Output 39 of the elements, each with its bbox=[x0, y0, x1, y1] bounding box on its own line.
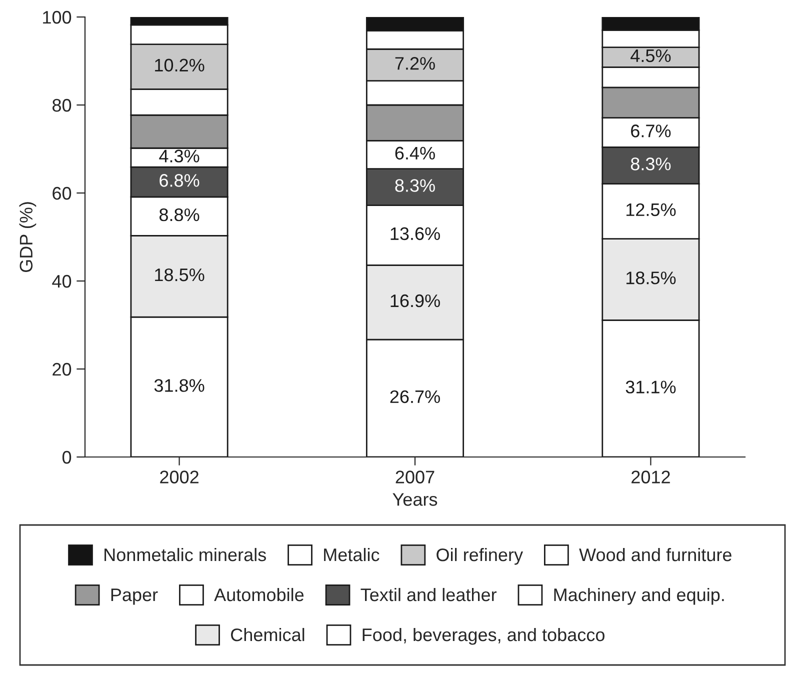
y-tick-label: 40 bbox=[52, 274, 72, 288]
data-label: 31.1% bbox=[626, 380, 676, 394]
legend-label: Wood and furniture bbox=[579, 548, 732, 562]
data-label: 4.3% bbox=[159, 150, 200, 162]
x-axis-title: Years bbox=[392, 493, 438, 506]
legend-label: Chemical bbox=[231, 628, 304, 642]
data-label: 10.2% bbox=[155, 58, 204, 72]
y-tick-label: 20 bbox=[52, 362, 72, 376]
y-tick-label: 60 bbox=[52, 186, 72, 200]
data-label: 8.3% bbox=[630, 158, 671, 170]
data-label: 7.2% bbox=[395, 57, 435, 70]
legend-label: Nonmetalic minerals bbox=[104, 548, 266, 562]
data-label: 6.4% bbox=[395, 146, 435, 160]
data-label: 8.3% bbox=[395, 179, 435, 192]
legend-label: Textil and leather bbox=[360, 588, 497, 602]
data-label: 12.5% bbox=[626, 203, 676, 216]
data-label: 6.7% bbox=[631, 124, 671, 138]
data-label: 4.5% bbox=[630, 49, 671, 62]
y-axis-title: GDP (%) bbox=[19, 202, 36, 272]
x-tick-label: 2007 bbox=[396, 470, 434, 484]
y-tick-label: 80 bbox=[52, 98, 72, 112]
legend-label: Paper bbox=[111, 588, 158, 605]
x-tick-label: 2002 bbox=[160, 470, 198, 484]
data-label: 18.5% bbox=[626, 272, 676, 284]
legend-label: Automobile bbox=[214, 588, 304, 602]
data-label: 16.9% bbox=[390, 294, 440, 308]
data-label: 18.5% bbox=[155, 268, 204, 282]
y-tick-label: 0 bbox=[62, 450, 72, 464]
legend-label: Machinery and equip. bbox=[554, 588, 724, 605]
y-tick-label: 100 bbox=[43, 10, 72, 24]
legend-label: Metalic bbox=[324, 548, 380, 562]
data-label: 6.8% bbox=[160, 174, 200, 187]
data-label: 13.6% bbox=[390, 227, 440, 240]
data-label: 31.8% bbox=[154, 379, 204, 392]
data-label: 26.7% bbox=[390, 390, 440, 404]
data-label: 8.8% bbox=[159, 208, 200, 222]
legend-label: Food, beverages, and tobacco bbox=[362, 628, 604, 645]
x-tick-label: 2012 bbox=[632, 470, 670, 484]
legend-label: Oil refinery bbox=[436, 548, 524, 565]
